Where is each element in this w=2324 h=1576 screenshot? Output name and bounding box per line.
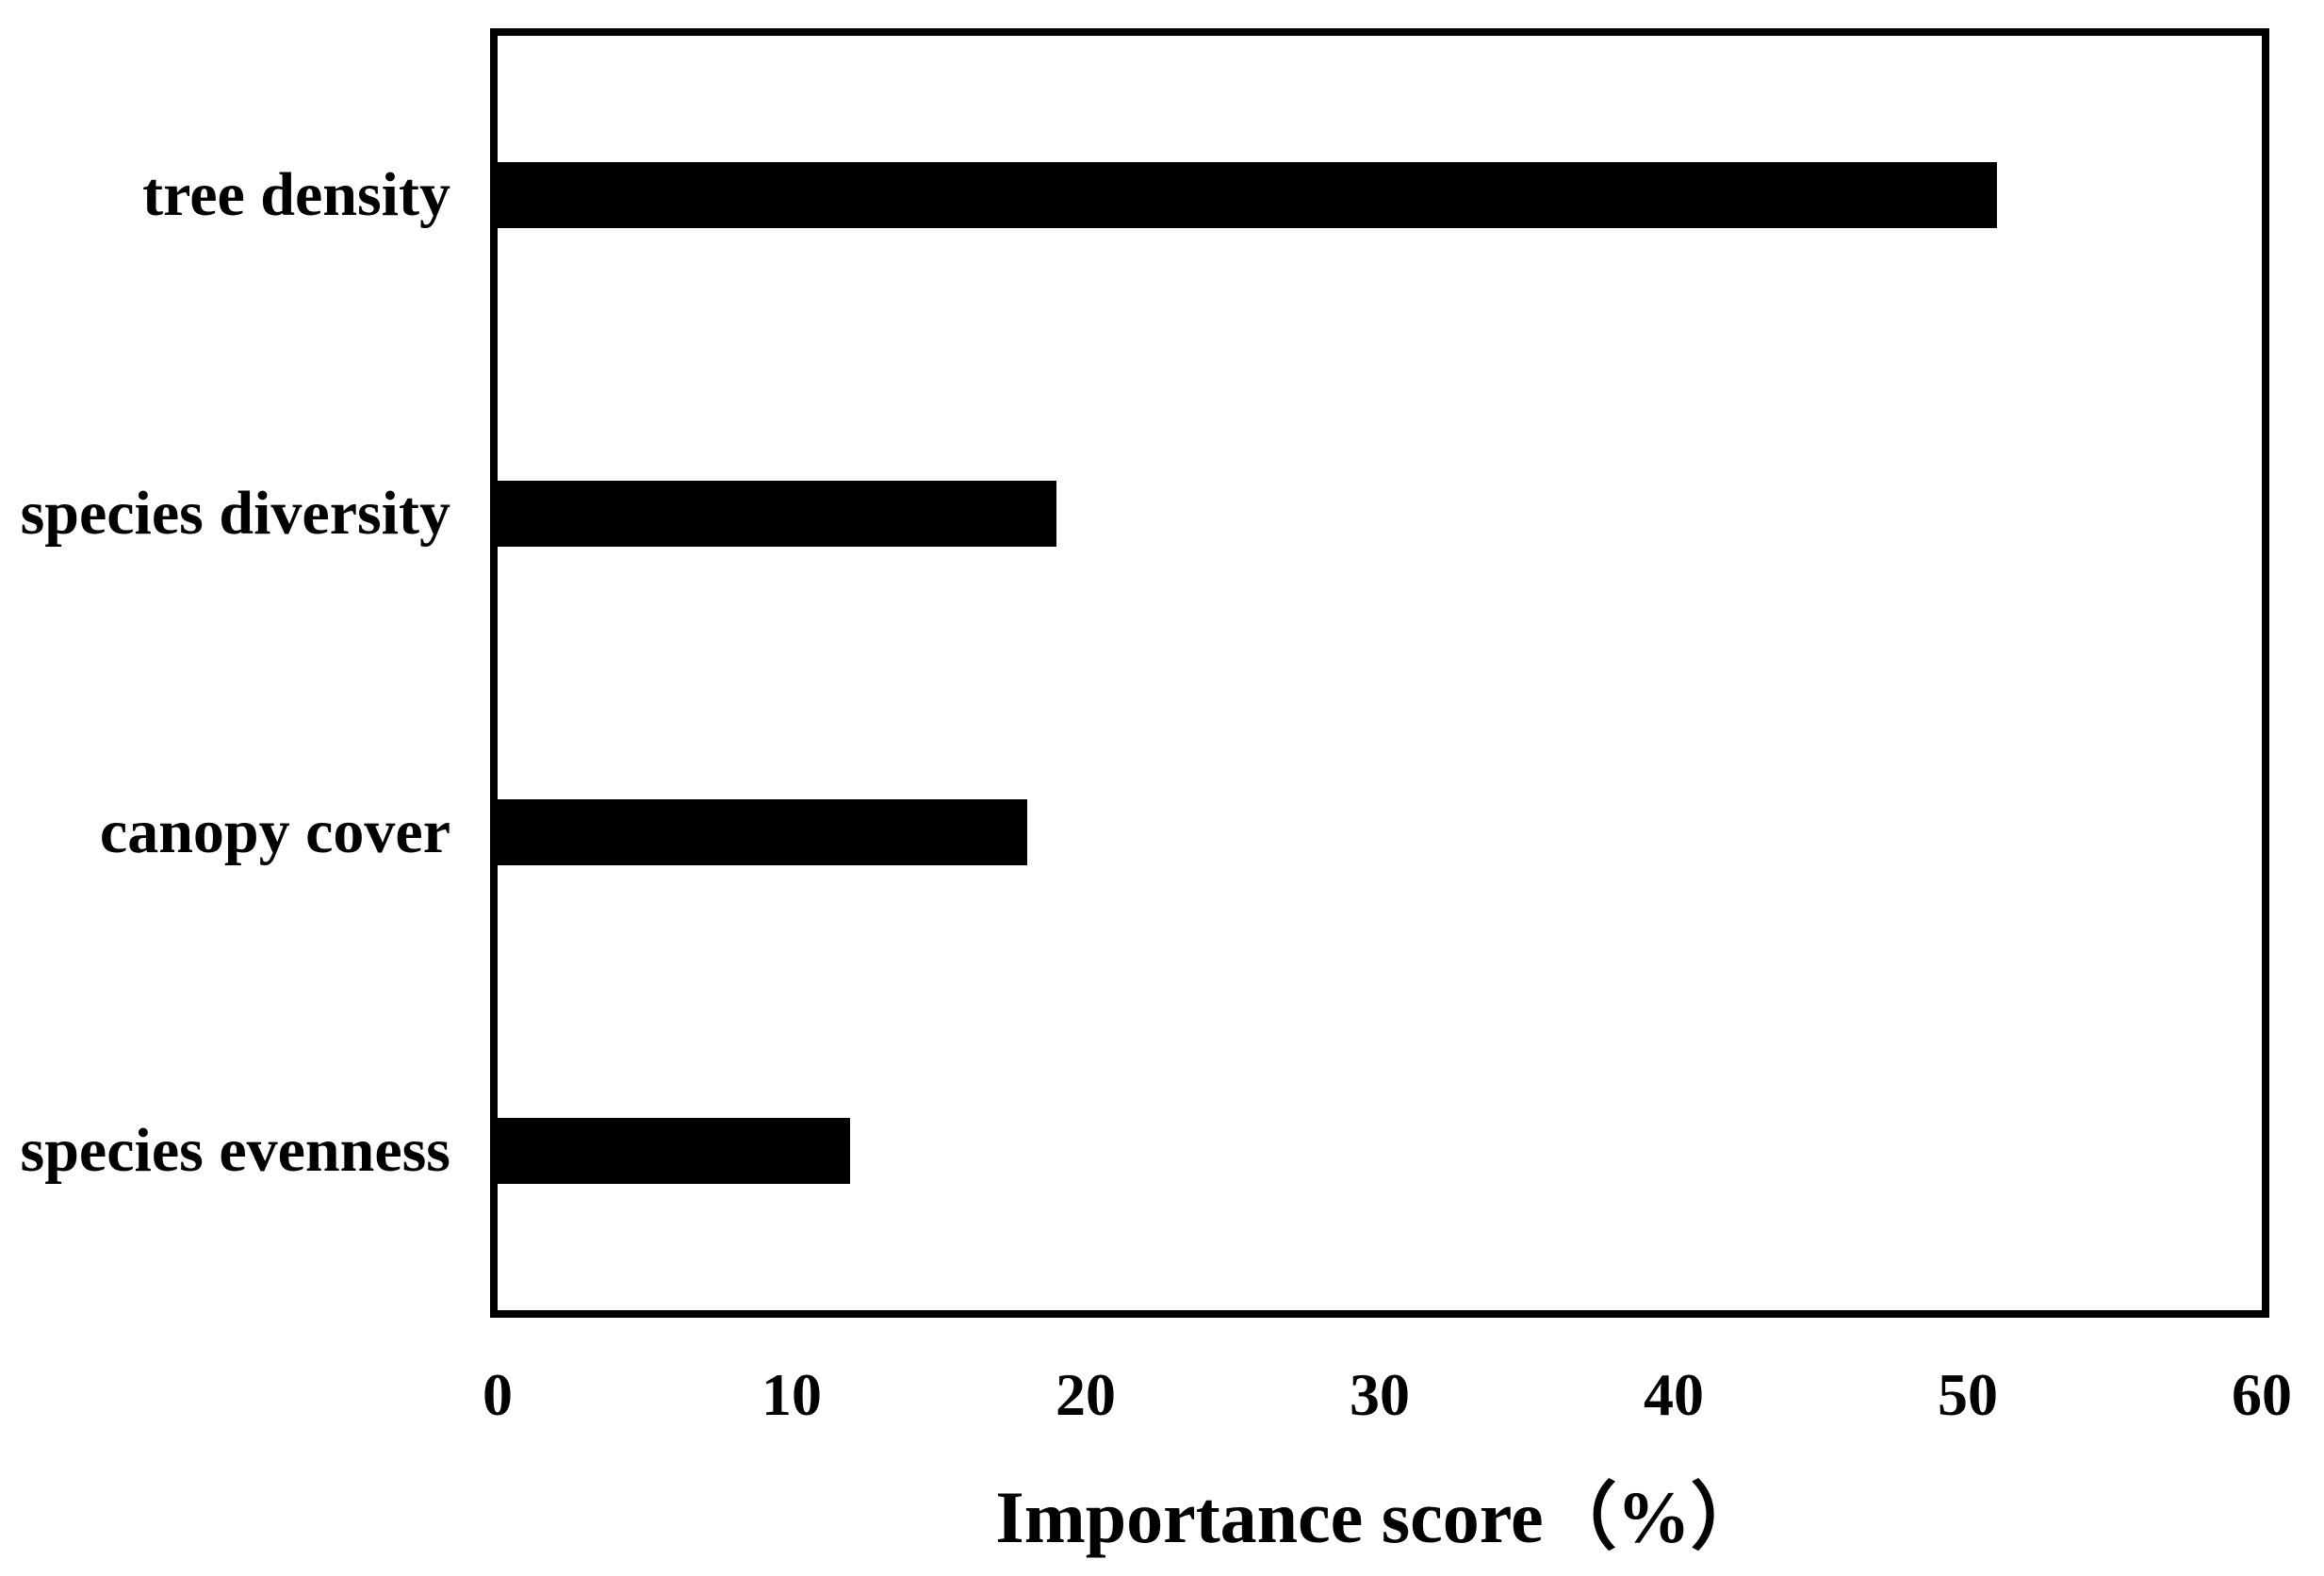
x-tick-label-60: 60 bbox=[2232, 1361, 2292, 1428]
bar-tree-density bbox=[498, 162, 1998, 228]
x-tick-label-20: 20 bbox=[1056, 1361, 1116, 1428]
x-tick-label-10: 10 bbox=[761, 1361, 822, 1428]
category-label-tree-density: tree density bbox=[142, 160, 450, 229]
category-label-species-evenness: species evenness bbox=[20, 1116, 450, 1185]
x-tick-label-0: 0 bbox=[483, 1361, 513, 1428]
x-tick-label-30: 30 bbox=[1350, 1361, 1410, 1428]
bar-canopy-cover bbox=[498, 799, 1027, 865]
category-label-canopy-cover: canopy cover bbox=[99, 797, 450, 866]
plot-area bbox=[490, 28, 2269, 1318]
bar-species-diversity bbox=[498, 481, 1056, 547]
bars-container bbox=[498, 36, 2262, 1310]
x-tick-label-50: 50 bbox=[1938, 1361, 1998, 1428]
bar-species-evenness bbox=[498, 1118, 851, 1184]
x-axis-title: Importance score（%） bbox=[995, 1476, 1764, 1558]
x-tick-label-40: 40 bbox=[1644, 1361, 1704, 1428]
category-label-species-diversity: species diversity bbox=[20, 479, 450, 548]
